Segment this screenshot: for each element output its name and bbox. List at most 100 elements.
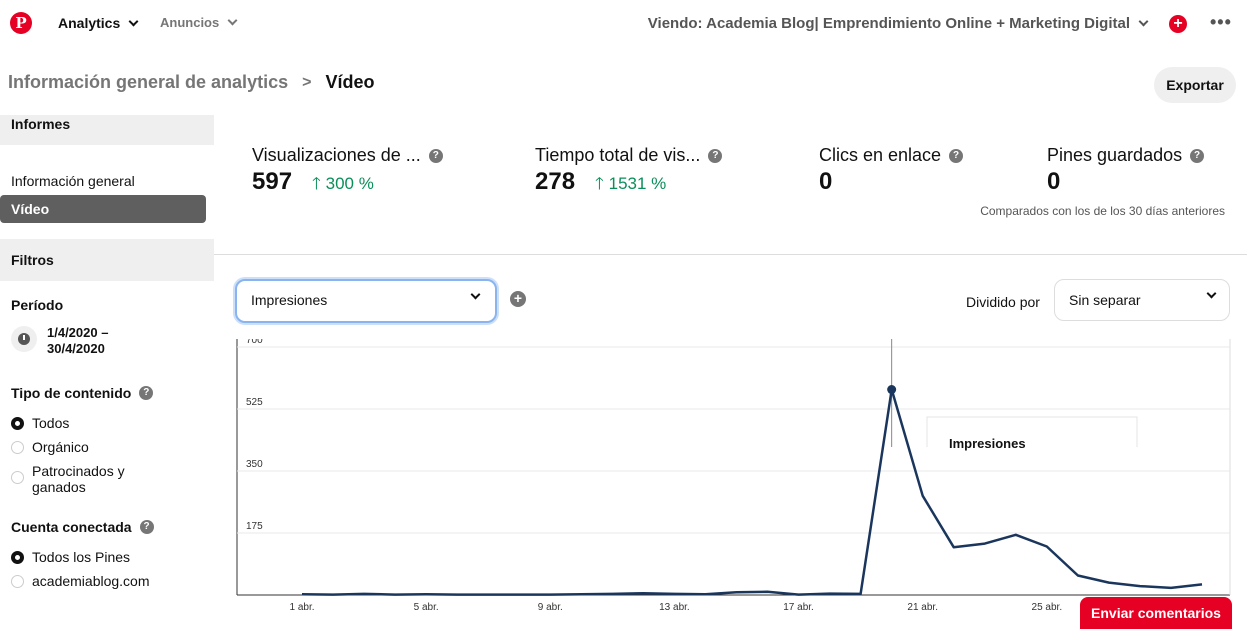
- metric-change: 🡑 1531 %: [595, 171, 666, 200]
- analytics-menu[interactable]: Analytics: [58, 15, 139, 31]
- account-option-all-pins[interactable]: Todos los Pines: [0, 549, 214, 565]
- breadcrumb: Información general de analytics > Vídeo: [8, 72, 374, 93]
- chevron-down-icon: [1206, 288, 1217, 299]
- x-tick-label: 17 abr.: [783, 602, 814, 613]
- x-tick-label: 21 abr.: [907, 602, 938, 613]
- account-option-domain[interactable]: academiablog.com: [0, 573, 214, 589]
- content-type-label-text: Tipo de contenido: [11, 385, 132, 401]
- impressions-chart: 700 525 350 175 1 abr. 5 abr. 9 abr. 13 abr. 17…: [236, 339, 1231, 613]
- metric-dropdown[interactable]: Impresiones: [235, 279, 497, 323]
- x-tick-label: 13 abr.: [659, 602, 690, 613]
- metric-change-value: 1531 %: [608, 174, 667, 193]
- metric-value: 0: [1047, 168, 1061, 195]
- chevron-down-icon: [470, 289, 481, 300]
- plot-area: [237, 339, 1230, 595]
- breadcrumb-separator-icon: >: [302, 73, 312, 91]
- arrow-up-icon: 🡑: [312, 174, 326, 193]
- series-line-impressions[interactable]: [301, 388, 1203, 596]
- x-tick-label: 1 abr.: [289, 602, 314, 613]
- help-icon[interactable]: ?: [139, 520, 154, 534]
- radio-icon[interactable]: [11, 441, 24, 454]
- filters-header: Filtros: [0, 239, 214, 281]
- top-navigation: P Analytics Anuncios Viendo: Academia Bl…: [0, 0, 1247, 48]
- arrow-up-icon: 🡑: [595, 174, 609, 193]
- content-type-option-organic[interactable]: Orgánico: [0, 439, 214, 455]
- tooltip-box: [926, 416, 1138, 450]
- metric-change: 🡑 300 %: [312, 171, 374, 200]
- option-label: Patrocinados y ganados: [32, 463, 125, 495]
- help-icon[interactable]: ?: [1190, 148, 1205, 163]
- metric-card-watch-time: Tiempo total de vis... ? 278 🡑 1531 %: [535, 145, 723, 200]
- help-icon[interactable]: ?: [428, 148, 443, 163]
- reports-header: Informes: [0, 115, 214, 145]
- x-tick-labels: 1 abr. 5 abr. 9 abr. 13 abr. 17 abr. 21 abr. 2…: [289, 602, 1062, 613]
- metric-title: Tiempo total de vis...: [535, 145, 701, 165]
- help-icon[interactable]: ?: [708, 148, 723, 163]
- split-by-label: Dividido por: [966, 294, 1040, 310]
- option-label: academiablog.com: [32, 573, 150, 589]
- radio-icon[interactable]: [11, 471, 24, 484]
- radio-icon[interactable]: [11, 575, 24, 588]
- chevron-down-icon: [1138, 16, 1149, 27]
- connected-account-label: Cuenta conectada ?: [0, 519, 214, 535]
- metric-value: 0: [819, 168, 833, 195]
- send-feedback-button[interactable]: Enviar comentarios: [1080, 597, 1232, 629]
- content-type-option-all[interactable]: Todos: [0, 415, 214, 431]
- metric-value: 278: [535, 168, 576, 195]
- breadcrumb-parent-link[interactable]: Información general de analytics: [8, 72, 289, 92]
- account-switcher[interactable]: Viendo: Academia Blog| Emprendimiento On…: [647, 15, 1149, 32]
- divider: [214, 254, 1247, 255]
- filters-sidebar: Informes Información general Vídeo Filtr…: [0, 115, 214, 626]
- data-points: [887, 385, 897, 395]
- chevron-down-icon: [227, 15, 238, 26]
- analytics-main-panel: Visualizaciones de ... ? 597 🡑 300 % Tie…: [214, 115, 1247, 626]
- option-label: Todos: [32, 415, 70, 431]
- split-by-value: Sin separar: [1069, 292, 1141, 308]
- page-title: Vídeo: [325, 72, 375, 92]
- help-icon[interactable]: ?: [949, 148, 964, 163]
- ads-menu[interactable]: Anuncios: [160, 15, 238, 30]
- pinterest-logo[interactable]: P: [10, 12, 32, 34]
- split-by-dropdown[interactable]: Sin separar: [1054, 279, 1230, 321]
- metric-title: Visualizaciones de ...: [252, 145, 421, 165]
- tooltip-title: Impresiones: [949, 436, 1026, 451]
- period-label: Período: [11, 297, 64, 313]
- grid-lines: [237, 346, 1230, 534]
- radio-selected-icon[interactable]: [11, 551, 24, 564]
- highlighted-data-point[interactable]: [887, 385, 897, 395]
- metric-change-value: 300 %: [325, 174, 374, 193]
- period-value: 1/4/2020 – 30/4/2020: [47, 325, 109, 356]
- sidebar-item-video[interactable]: Vídeo: [0, 195, 206, 223]
- y-tick-label: 700: [246, 339, 263, 346]
- metric-card-views: Visualizaciones de ... ? 597 🡑 300 %: [252, 145, 443, 200]
- metric-dropdown-value: Impresiones: [251, 292, 328, 308]
- x-tick-label: 5 abr.: [414, 602, 439, 613]
- tooltip-mask: [926, 447, 1138, 457]
- content-type-option-paid[interactable]: Patrocinados y ganados: [0, 463, 214, 495]
- y-tick-label: 350: [246, 459, 263, 470]
- sidebar-item-overview[interactable]: Información general: [11, 173, 135, 189]
- x-tick-label: 25 abr.: [1032, 602, 1063, 613]
- tooltip: Impresiones: [926, 416, 1138, 457]
- analytics-menu-label: Analytics: [58, 15, 121, 31]
- comparison-note: Comparados con los de los 30 días anteri…: [980, 204, 1225, 218]
- radio-selected-icon[interactable]: [11, 417, 24, 430]
- metric-value: 597: [252, 168, 293, 195]
- clock-icon: [11, 326, 37, 352]
- connected-account-label-text: Cuenta conectada: [11, 519, 132, 535]
- plus-icon[interactable]: +: [1169, 15, 1187, 33]
- metric-title: Pines guardados: [1047, 145, 1183, 165]
- account-switcher-label: Viendo: Academia Blog| Emprendimiento On…: [647, 15, 1130, 32]
- y-tick-labels: 700 525 350 175: [246, 339, 263, 532]
- period-picker[interactable]: 1/4/2020 – 30/4/2020: [0, 325, 214, 357]
- ads-menu-label: Anuncios: [160, 15, 220, 30]
- option-label: Orgánico: [32, 439, 89, 455]
- more-options-icon[interactable]: •••: [1210, 12, 1232, 32]
- help-icon[interactable]: ?: [139, 386, 154, 400]
- y-tick-label: 175: [246, 521, 263, 532]
- option-label: Todos los Pines: [32, 549, 131, 565]
- y-tick-label: 525: [246, 397, 263, 408]
- export-button[interactable]: Exportar: [1154, 67, 1236, 103]
- add-metric-icon[interactable]: +: [510, 291, 526, 307]
- metric-card-link-clicks: Clics en enlace ? 0: [819, 145, 964, 196]
